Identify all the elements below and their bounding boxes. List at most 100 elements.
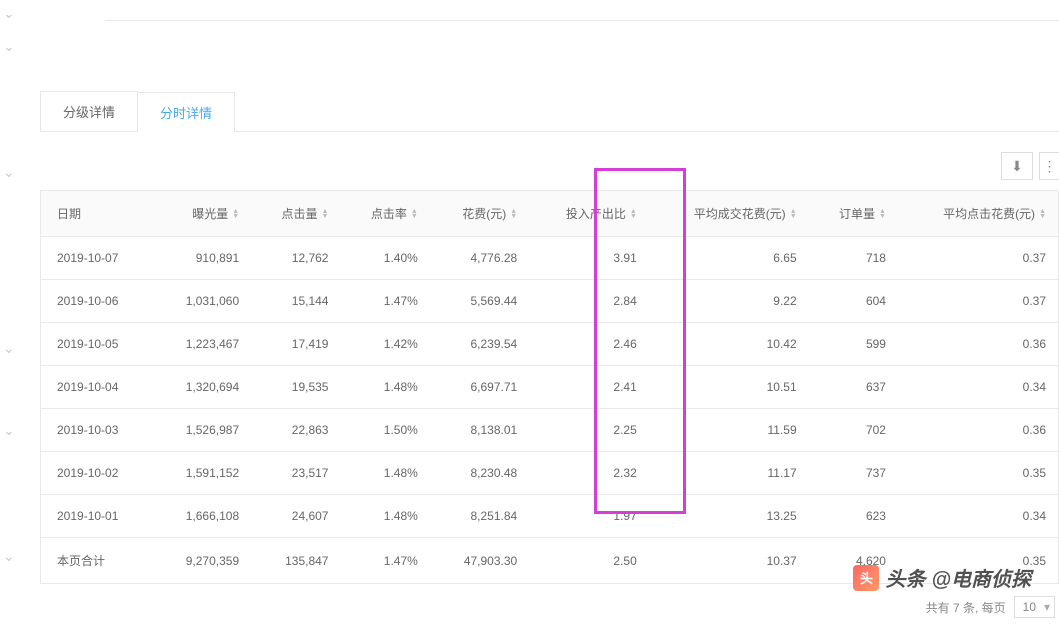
tab-level-detail[interactable]: 分级详情 xyxy=(40,91,138,131)
cell-roi: 2.32 xyxy=(529,452,649,495)
cell-acost: 9.22 xyxy=(649,280,809,323)
tab-time-detail[interactable]: 分时详情 xyxy=(137,92,235,132)
total-cell-cost: 47,903.30 xyxy=(430,538,529,584)
cell-click: 12,762 xyxy=(251,237,340,280)
cell-cpc: 0.34 xyxy=(898,495,1059,538)
cell-click: 24,607 xyxy=(251,495,340,538)
column-label: 订单量 xyxy=(839,205,875,222)
settings-button[interactable]: ⋮ xyxy=(1039,152,1059,180)
gear-icon: ⋮ xyxy=(1043,158,1057,175)
cell-ctr: 1.42% xyxy=(340,323,429,366)
cell-click: 23,517 xyxy=(251,452,340,495)
table-row: 2019-10-041,320,69419,5351.48%6,697.712.… xyxy=(41,366,1059,409)
total-cell-acost: 10.37 xyxy=(649,538,809,584)
cell-ord: 737 xyxy=(809,452,898,495)
chevron-down-icon[interactable]: ⌄ xyxy=(3,340,15,357)
cell-roi: 2.25 xyxy=(529,409,649,452)
table-row: 2019-10-051,223,46717,4191.42%6,239.542.… xyxy=(41,323,1059,366)
chevron-down-icon[interactable]: ⌄ xyxy=(3,5,15,22)
cell-click: 15,144 xyxy=(251,280,340,323)
tabs: 分级详情 分时详情 xyxy=(40,91,1059,132)
cell-ord: 604 xyxy=(809,280,898,323)
cell-ctr: 1.47% xyxy=(340,280,429,323)
total-cell-click: 135,847 xyxy=(251,538,340,584)
column-label: 曝光量 xyxy=(192,205,228,222)
total-cell-date: 本页合计 xyxy=(41,538,154,584)
total-cell-exp: 9,270,359 xyxy=(154,538,251,584)
cell-roi: 1.97 xyxy=(529,495,649,538)
column-ctr[interactable]: 点击率 ▲▼ xyxy=(340,191,429,237)
chevron-down-icon[interactable]: ⌄ xyxy=(3,164,15,181)
cell-date: 2019-10-06 xyxy=(41,280,154,323)
cell-exp: 1,526,987 xyxy=(154,409,251,452)
total-cell-ctr: 1.47% xyxy=(340,538,429,584)
total-cell-roi: 2.50 xyxy=(529,538,649,584)
cell-click: 17,419 xyxy=(251,323,340,366)
column-label: 投入产出比 xyxy=(566,205,626,222)
cell-date: 2019-10-01 xyxy=(41,495,154,538)
column-roi[interactable]: 投入产出比 ▲▼ xyxy=(529,191,649,237)
cell-cpc: 0.37 xyxy=(898,237,1059,280)
table-row: 2019-10-061,031,06015,1441.47%5,569.442.… xyxy=(41,280,1059,323)
cell-exp: 1,320,694 xyxy=(154,366,251,409)
chevron-down-icon[interactable]: ⌄ xyxy=(3,422,15,439)
table-header-row: 日期曝光量▲▼点击量▲▼点击率▲▼花费(元)▲▼投入产出比▲▼平均成交花费(元)… xyxy=(41,191,1059,237)
cell-ctr: 1.48% xyxy=(340,495,429,538)
cell-cpc: 0.34 xyxy=(898,366,1059,409)
cell-date: 2019-10-02 xyxy=(41,452,154,495)
page-size-select[interactable]: 10 xyxy=(1014,596,1055,618)
column-ord[interactable]: 订单量▲▼ xyxy=(809,191,898,237)
cell-cpc: 0.37 xyxy=(898,280,1059,323)
watermark-name: @电商侦探 xyxy=(931,563,1031,592)
column-click[interactable]: 点击量 ▲▼ xyxy=(251,191,340,237)
cell-roi: 2.41 xyxy=(529,366,649,409)
sort-icon: ▲▼ xyxy=(630,209,637,219)
column-acost[interactable]: 平均成交花费(元) ▲▼ xyxy=(649,191,809,237)
cell-ctr: 1.50% xyxy=(340,409,429,452)
cell-roi: 2.46 xyxy=(529,323,649,366)
cell-cost: 6,239.54 xyxy=(430,323,529,366)
cell-ctr: 1.40% xyxy=(340,237,429,280)
sort-icon: ▲▼ xyxy=(411,209,418,219)
column-date: 日期 xyxy=(41,191,154,237)
sort-icon: ▲▼ xyxy=(322,209,329,219)
pagination-total-label: 共有 7 条, 每页 xyxy=(926,599,1006,616)
cell-ctr: 1.48% xyxy=(340,366,429,409)
column-label: 点击量 xyxy=(282,205,318,222)
sort-icon: ▲▼ xyxy=(510,209,517,219)
cell-cost: 8,230.48 xyxy=(430,452,529,495)
cell-date: 2019-10-04 xyxy=(41,366,154,409)
column-cost[interactable]: 花费(元)▲▼ xyxy=(430,191,529,237)
cell-click: 19,535 xyxy=(251,366,340,409)
cell-ord: 637 xyxy=(809,366,898,409)
report-table: 日期曝光量▲▼点击量▲▼点击率▲▼花费(元)▲▼投入产出比▲▼平均成交花费(元)… xyxy=(40,190,1059,584)
sort-icon: ▲▼ xyxy=(790,209,797,219)
table-row: 2019-10-021,591,15223,5171.48%8,230.482.… xyxy=(41,452,1059,495)
column-label: 点击率 xyxy=(371,205,407,222)
cell-date: 2019-10-05 xyxy=(41,323,154,366)
cell-acost: 13.25 xyxy=(649,495,809,538)
watermark-prefix: 头条 xyxy=(885,563,925,592)
cell-ord: 623 xyxy=(809,495,898,538)
cell-cost: 8,251.84 xyxy=(430,495,529,538)
chevron-down-icon[interactable]: ⌄ xyxy=(3,548,15,565)
main-panel: 分级详情 分时详情 ⬇ ⋮ 日期曝光量▲▼点击量▲▼点击率▲▼花费(元)▲▼投入… xyxy=(40,0,1059,630)
table-toolbar: ⬇ ⋮ xyxy=(40,152,1059,180)
column-exp[interactable]: 曝光量▲▼ xyxy=(154,191,251,237)
cell-acost: 10.51 xyxy=(649,366,809,409)
cell-ctr: 1.48% xyxy=(340,452,429,495)
cell-cpc: 0.36 xyxy=(898,323,1059,366)
column-cpc[interactable]: 平均点击花费(元)▲▼ xyxy=(898,191,1059,237)
chevron-down-icon[interactable]: ⌄ xyxy=(3,38,15,55)
download-icon: ⬇ xyxy=(1011,158,1023,175)
table-row: 2019-10-07910,89112,7621.40%4,776.283.91… xyxy=(41,237,1059,280)
download-button[interactable]: ⬇ xyxy=(1001,152,1033,180)
cell-exp: 1,223,467 xyxy=(154,323,251,366)
cell-roi: 3.91 xyxy=(529,237,649,280)
cell-exp: 1,666,108 xyxy=(154,495,251,538)
cell-acost: 11.17 xyxy=(649,452,809,495)
column-label: 平均成交花费(元) xyxy=(694,205,786,222)
column-label: 平均点击花费(元) xyxy=(943,205,1035,222)
cell-ord: 599 xyxy=(809,323,898,366)
divider xyxy=(105,20,1059,21)
